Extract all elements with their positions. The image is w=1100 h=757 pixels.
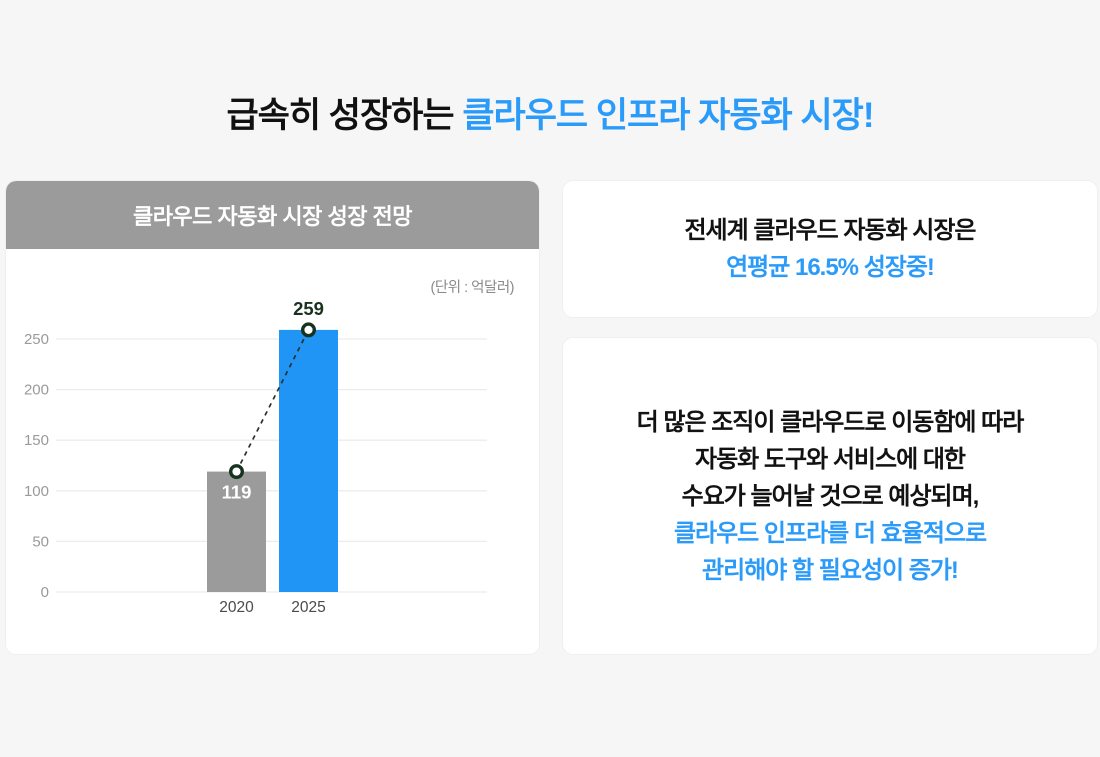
trend-marker-2025 <box>301 322 317 338</box>
y-tick-label: 0 <box>41 584 49 601</box>
x-tick-label-2020: 2020 <box>219 599 254 616</box>
chart-unit-label: (단위 : 억달러) <box>430 280 515 296</box>
bar-2025 <box>279 329 338 592</box>
chart-card-header: 클라우드 자동화 시장 성장 전망 <box>6 181 539 249</box>
info-line: 관리해야 할 필요성이 증가! <box>702 556 959 584</box>
y-tick-label: 50 <box>32 533 49 550</box>
chart-card: 클라우드 자동화 시장 성장 전망 0 50 100 150 200 250 119 259 2… <box>5 180 540 655</box>
page-title-highlight: 클라우드 인프라 자동화 시장! <box>462 96 874 135</box>
info-line: 자동화 도구와 서비스에 대한 <box>695 445 966 473</box>
chart-body: 0 50 100 150 200 250 119 259 2020 2025 (단위 : 억달러) <box>6 249 539 654</box>
bar-2020 <box>207 471 266 592</box>
info-line: 클라우드 인프라를 더 효율적으로 <box>673 519 987 547</box>
y-tick-label: 150 <box>24 432 49 449</box>
info-line: 수요가 늘어날 것으로 예상되며, <box>681 482 980 510</box>
info-line: 전세계 클라우드 자동화 시장은 <box>684 217 976 244</box>
info-line: 연평균 16.5% 성장중! <box>726 254 935 281</box>
y-tick-label: 250 <box>24 331 49 348</box>
info-line: 더 많은 조직이 클라우드로 이동함에 따라 <box>636 408 1025 436</box>
x-tick-label-2025: 2025 <box>291 599 325 616</box>
chart-card-header-label: 클라우드 자동화 시장 성장 전망 <box>132 204 413 229</box>
bar-value-label-2020: 119 <box>222 482 252 503</box>
page-title: 급속히 성장하는 클라우드 인프라 자동화 시장! <box>0 87 1100 138</box>
y-tick-label: 200 <box>24 382 49 399</box>
bar-value-label-2025: 259 <box>293 298 324 319</box>
trend-marker-2020 <box>228 464 244 480</box>
page-title-prefix: 급속히 성장하는 <box>226 96 463 135</box>
y-tick-label: 100 <box>24 483 49 500</box>
growth-chart: 0 50 100 150 200 250 119 259 2020 2025 <box>24 298 487 616</box>
